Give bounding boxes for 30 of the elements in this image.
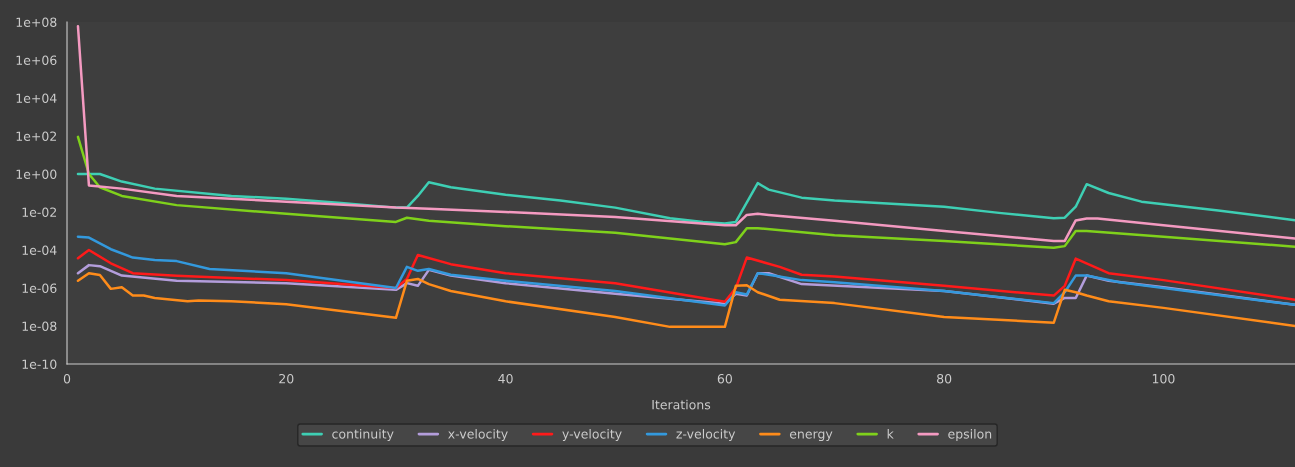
legend-label: epsilon [948,428,992,442]
y-tick-label: 1e+00 [16,169,57,179]
y-tick-label: 1e+06 [16,55,57,65]
y-tick-label: 1e-08 [22,321,57,331]
x-axis-title: Iterations [652,399,711,410]
y-tick-label: 1e-04 [22,245,57,255]
y-tick-label: 1e-02 [22,207,57,217]
line-series [76,135,1295,250]
line-series [76,271,1295,329]
x-tick-label: 100 [1152,373,1175,384]
y-tick-label: 1e+08 [16,17,57,27]
legend-label: continuity [332,428,394,442]
legend-label: x-velocity [448,428,508,442]
x-tick-label: 60 [717,373,732,384]
legend-label: k [887,428,894,439]
line-series [76,235,1295,307]
line-series [76,172,1295,225]
y-tick-label: 1e-10 [22,359,57,369]
line-series [76,248,1295,303]
legend-label: z-velocity [676,428,736,442]
y-tick-label: 1e-06 [22,283,57,293]
x-tick-label: 0 [63,373,71,384]
x-tick-label: 40 [498,373,513,384]
legend-label: y-velocity [562,428,622,442]
x-tick-label: 20 [279,373,294,384]
legend-label: energy [789,431,833,442]
y-tick-label: 1e+02 [16,131,57,141]
line-series [76,24,1295,243]
y-tick-label: 1e+04 [16,93,57,103]
x-tick-label: 80 [937,373,952,384]
